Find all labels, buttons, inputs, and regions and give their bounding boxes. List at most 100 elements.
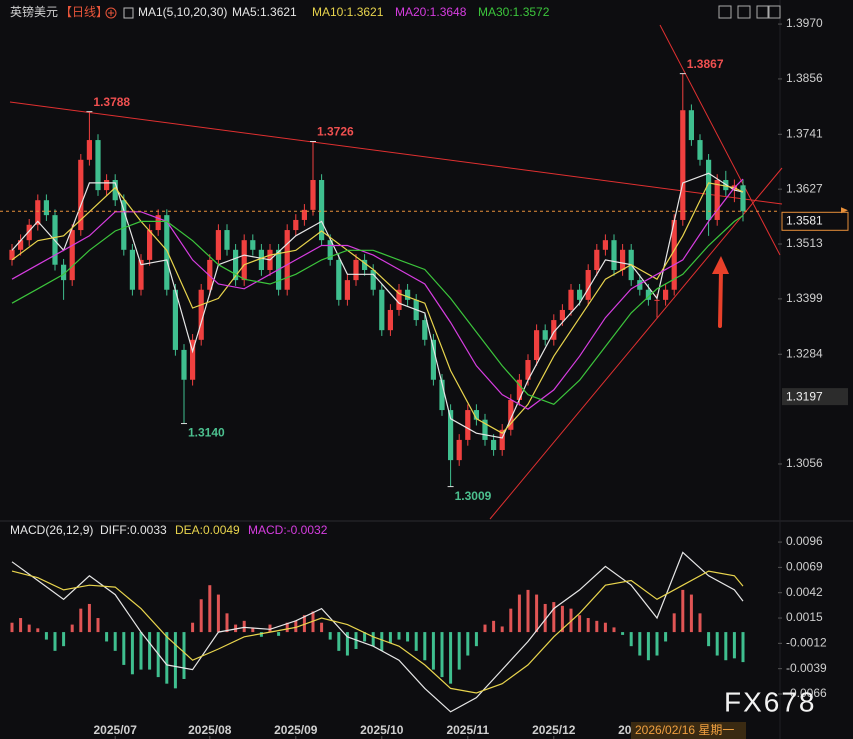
last-price-box <box>781 211 849 231</box>
extreme-label: 1.3009 <box>455 489 492 503</box>
macd-bar <box>345 632 349 656</box>
candle-body <box>215 230 221 260</box>
macd-bar <box>380 632 384 651</box>
candle-body <box>95 140 101 191</box>
tool-icon[interactable] <box>718 5 732 19</box>
macd-bar <box>431 632 435 670</box>
y-tick-label: 0.0042 <box>786 585 823 599</box>
tool-icon[interactable] <box>737 5 751 19</box>
macd-bar <box>414 632 418 651</box>
macd-bar <box>638 632 642 656</box>
macd-bar <box>311 611 315 633</box>
candle-body <box>129 249 135 290</box>
macd-bar <box>113 632 117 651</box>
macd-bar <box>543 603 547 633</box>
trend-line <box>489 167 783 520</box>
candle-body <box>456 439 462 461</box>
y-tick-label: -0.0039 <box>786 661 827 675</box>
macd-bar <box>406 632 410 642</box>
candle-body <box>35 200 41 225</box>
candle-body <box>439 379 445 411</box>
candle-body <box>577 289 583 300</box>
macd-bar <box>225 613 229 633</box>
candle-body <box>542 330 548 340</box>
candle-body <box>327 240 333 260</box>
cursor-price-label: 1.3197 <box>786 389 823 403</box>
toolbar <box>718 5 781 19</box>
candle-body <box>491 439 497 451</box>
series-line <box>11 172 744 439</box>
macd-bar <box>371 632 375 647</box>
candle-body <box>396 289 402 310</box>
macd-bar <box>397 632 401 640</box>
candle-body <box>602 240 608 250</box>
macd-bar <box>122 632 126 665</box>
macd-bar <box>191 622 195 633</box>
macd-bar <box>578 615 582 633</box>
candle-body <box>26 224 32 241</box>
macd-bar <box>251 627 255 633</box>
x-tick-label: 2025/12 <box>532 723 576 737</box>
x-tick-label: 2025/09 <box>274 723 318 737</box>
indicator-label: MA1(5,10,20,30) <box>138 5 227 19</box>
macd-bar <box>70 624 74 633</box>
indicator-icon[interactable] <box>123 7 134 19</box>
candle-body <box>473 410 479 420</box>
macd-bar <box>423 632 427 661</box>
macd-bar <box>681 589 685 633</box>
macd-bar <box>148 632 152 670</box>
tool-icon[interactable] <box>767 5 781 19</box>
series-line <box>11 178 744 410</box>
candle-body <box>224 230 230 250</box>
period-label[interactable]: 【日线】 <box>60 5 108 19</box>
y-tick-label: 1.3513 <box>786 236 823 250</box>
macd-bar <box>53 632 57 651</box>
y-tick-label: -0.0012 <box>786 636 827 650</box>
y-tick-label: 1.3970 <box>786 16 823 30</box>
series-line <box>11 551 744 713</box>
extreme-label: 1.3788 <box>93 95 130 109</box>
candle-body <box>250 240 256 250</box>
series-line <box>11 215 744 405</box>
extreme-label: 1.3867 <box>687 57 724 71</box>
macd-bar <box>552 602 556 633</box>
candle-body <box>663 289 669 300</box>
x-tick-label: 2025/10 <box>360 723 404 737</box>
candle-body <box>637 280 643 290</box>
candle-body <box>190 339 196 380</box>
candle-body <box>43 200 49 216</box>
candle-body <box>353 259 359 281</box>
macd-bar <box>741 632 745 663</box>
candle-body <box>18 240 24 250</box>
candle-body <box>293 219 299 231</box>
candle-body <box>585 270 591 300</box>
cursor-price-box <box>782 388 848 406</box>
candle-body <box>362 259 368 271</box>
y-tick-label: 0.0096 <box>786 534 823 548</box>
candle-body <box>740 185 746 212</box>
macd-bar <box>320 622 324 633</box>
candle-body <box>284 230 290 290</box>
macd-bar <box>96 618 100 633</box>
macd-bar <box>294 620 298 633</box>
macd-bar <box>440 632 444 678</box>
macd-bar <box>19 618 23 633</box>
y-tick-label: 1.3741 <box>786 126 823 140</box>
macd-bar <box>173 632 177 689</box>
last-price-label: 1.3581 <box>786 213 823 227</box>
macd-bar <box>268 624 272 633</box>
macd-bar <box>44 632 48 640</box>
macd-bar <box>483 624 487 633</box>
tool-icon[interactable] <box>756 5 770 19</box>
macd-bar <box>595 620 599 633</box>
series-line <box>11 182 744 434</box>
macd-bar <box>130 632 134 675</box>
macd-bar <box>337 632 341 651</box>
legend-entry: MACD:-0.0032 <box>248 523 328 537</box>
candle-body <box>482 419 488 440</box>
macd-bar <box>689 594 693 633</box>
legend-entry: DIFF:0.0033 <box>100 523 167 537</box>
add-icon[interactable] <box>105 7 117 19</box>
legend-entry: MA30:1.3572 <box>478 5 550 19</box>
y-tick-label: 1.3056 <box>786 456 823 470</box>
